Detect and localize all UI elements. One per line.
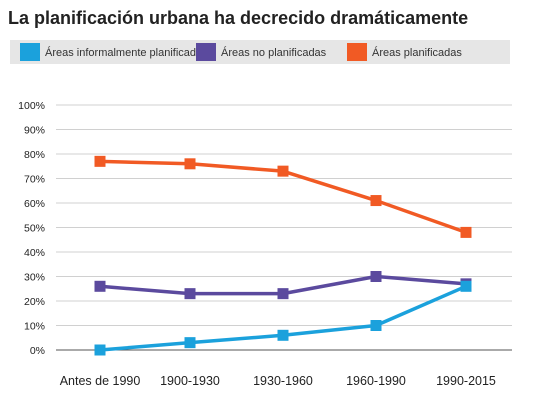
x-tick-label: 1930-1960 (253, 374, 313, 388)
x-tick-label: 1900-1930 (160, 374, 220, 388)
y-tick-label: 100% (18, 100, 45, 112)
y-tick-label: 10% (24, 321, 45, 333)
data-point (370, 320, 382, 331)
y-tick-label: 80% (24, 149, 45, 161)
legend-item: Áreas informalmente planificadas (20, 43, 208, 61)
data-point (94, 155, 106, 167)
data-point (94, 280, 106, 292)
legend-background (10, 40, 510, 64)
y-tick-label: 20% (24, 296, 45, 308)
data-point (277, 329, 289, 341)
series (94, 280, 472, 356)
y-tick-label: 50% (24, 223, 45, 235)
data-point (370, 271, 382, 282)
chart-title: La planificación urbana ha decrecido dra… (8, 8, 468, 28)
data-point (184, 288, 196, 300)
y-tick-label: 30% (24, 272, 45, 284)
y-tick-label: 60% (24, 198, 45, 210)
legend-label: Áreas no planificadas (221, 46, 327, 59)
legend-swatch (347, 43, 367, 61)
data-point (277, 165, 289, 177)
data-point (277, 288, 289, 300)
data-point (184, 337, 196, 349)
data-point (94, 344, 106, 356)
x-tick-label: Antes de 1990 (60, 374, 141, 388)
legend: Áreas informalmente planificadas Áreas no… (20, 43, 462, 61)
data-point (370, 195, 382, 207)
series (94, 271, 472, 300)
x-tick-label: 1990-2015 (436, 374, 496, 388)
y-tick-label: 40% (24, 247, 45, 259)
legend-swatch (20, 43, 40, 61)
y-tick-label: 0% (30, 345, 45, 357)
grid (56, 104, 512, 351)
series (94, 155, 472, 238)
x-axis-tick-labels: Antes de 1990 1900-1930 1930-1960 1960-1990… (60, 374, 496, 388)
y-tick-label: 70% (24, 174, 45, 186)
legend-swatch (196, 43, 216, 61)
legend-label: Áreas informalmente planificadas (45, 46, 208, 59)
x-tick-label: 1960-1990 (346, 374, 406, 388)
y-tick-label: 90% (24, 125, 45, 137)
legend-item: Áreas no planificadas (196, 43, 327, 61)
y-axis-tick-labels: 0% 10% 20% 30% 40% 50% 60% 70% 80% 90% 100% (18, 100, 45, 357)
legend-label: Áreas planificadas (372, 46, 462, 59)
legend-item: Áreas planificadas (347, 43, 462, 61)
data-point (184, 158, 196, 170)
series-group (94, 155, 472, 356)
data-point (460, 226, 472, 238)
data-point (460, 280, 472, 292)
